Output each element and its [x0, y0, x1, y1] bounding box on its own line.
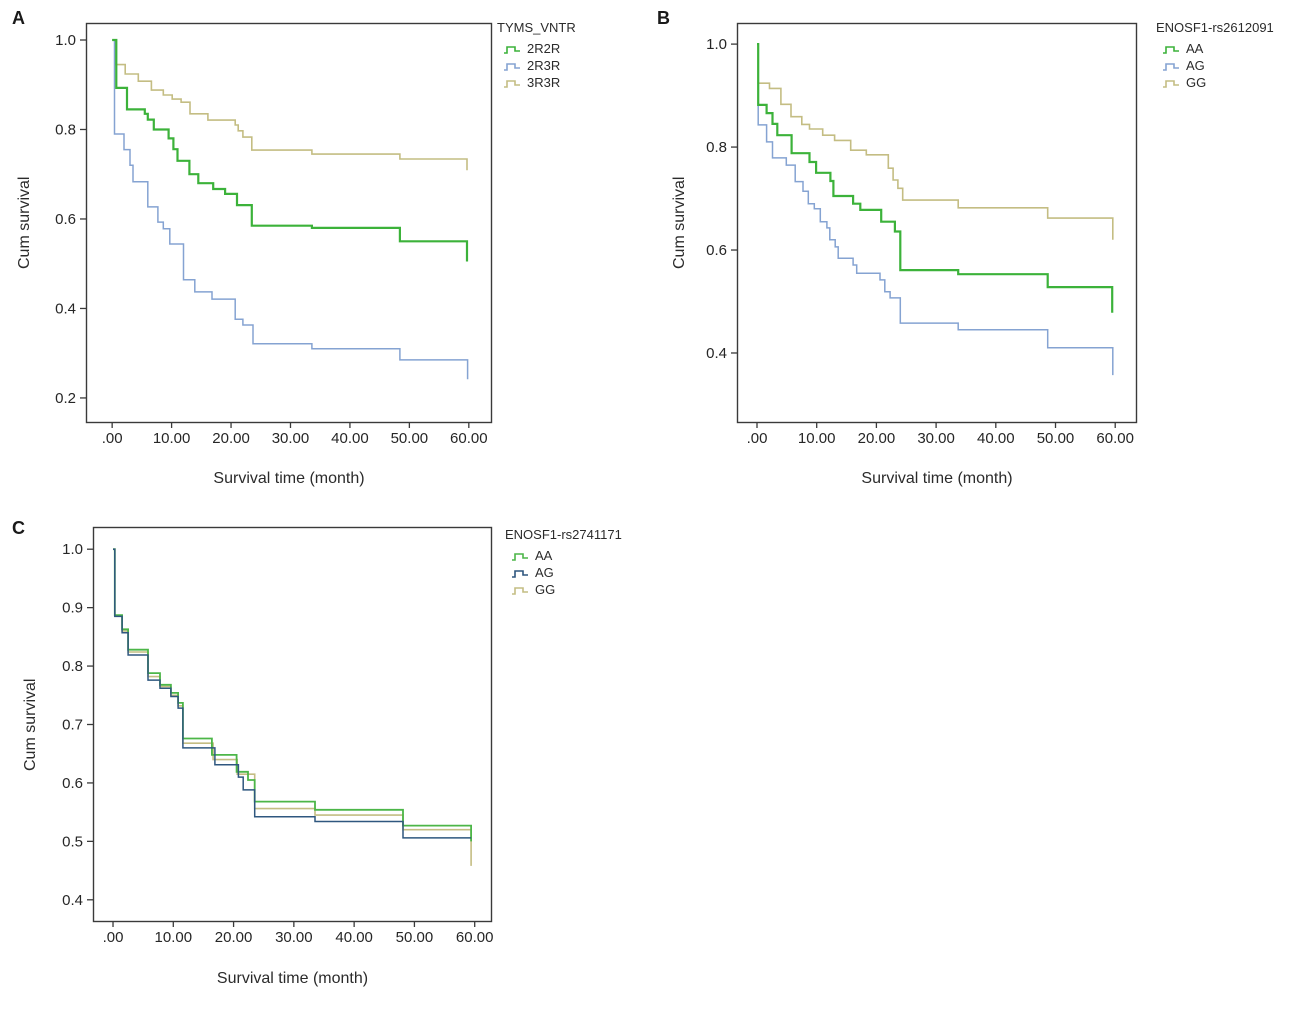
y-axis-label: Cum survival: [22, 678, 39, 772]
legend-title: TYMS_VNTR: [497, 20, 576, 35]
x-tick-label: 40.00: [335, 929, 373, 946]
x-tick-label: 30.00: [917, 430, 955, 447]
x-tick-label: 10.00: [798, 430, 836, 447]
x-tick-label: 40.00: [331, 430, 369, 447]
panel-c: C Cum survival .00 10.00 20.00 30.00 40.00 50…: [0, 505, 660, 1024]
x-tick-label: 10.00: [153, 430, 191, 447]
survival-plot-a: .00 10.00 20.00 30.00 40.00 50.00 60.00 1.0 0.8 0…: [55, 22, 493, 447]
legend-a: TYMS_VNTR 2R2R 2R3R 3R3R: [497, 20, 576, 91]
legend-item-label: AA: [535, 548, 553, 563]
y-tick-label: 0.8: [706, 139, 727, 156]
x-axis-label: Survival time (month): [213, 470, 365, 487]
survival-curve-GG: [757, 43, 1114, 240]
y-tick-label: 0.9: [62, 600, 83, 617]
legend-item: GG: [505, 581, 622, 598]
legend-item-label: GG: [1186, 75, 1207, 90]
x-tick-label: 30.00: [275, 929, 313, 946]
x-tick-label: 20.00: [212, 430, 250, 447]
y-tick-label: 0.4: [706, 345, 727, 362]
x-tick-label: .00: [102, 430, 123, 447]
y-tick-label: 0.5: [62, 833, 83, 850]
legend-item-label: AG: [535, 565, 554, 580]
survival-plot-b: .00 10.00 20.00 30.00 40.00 50.00 60.00 1.0 0.8 0…: [706, 22, 1138, 447]
x-tick-label: 60.00: [456, 929, 494, 946]
step-line-swatch-icon: [1163, 45, 1179, 54]
x-tick-label: 50.00: [396, 929, 434, 946]
y-axis-label: Cum survival: [671, 176, 688, 270]
x-tick-label: 40.00: [977, 430, 1015, 447]
step-line-swatch-icon: [1163, 62, 1179, 71]
legend-title: ENOSF1-rs2612091: [1156, 20, 1274, 35]
survival-curve-AA: [113, 548, 472, 842]
y-tick-label: 0.7: [62, 717, 83, 734]
y-tick-label: 0.6: [55, 211, 76, 228]
x-tick-label: 30.00: [272, 430, 310, 447]
legend-item: 2R2R: [497, 40, 576, 57]
panel-b: B Cum survival .00 10.00 20.00 30.00 40.00 50…: [651, 0, 1315, 505]
panel-label-a: A: [12, 8, 25, 28]
legend-item-label: 2R3R: [527, 58, 561, 73]
y-tick-label: 1.0: [55, 32, 76, 49]
x-tick-label: 20.00: [858, 430, 896, 447]
survival-curve-AG: [757, 43, 1114, 376]
survival-curve-AG: [113, 548, 472, 839]
legend-item-label: GG: [535, 582, 556, 597]
step-line-swatch-icon: [1163, 79, 1179, 88]
legend-item: 3R3R: [497, 74, 576, 91]
legend-item: GG: [1156, 74, 1274, 91]
survival-curve-AA: [757, 43, 1114, 313]
x-tick-label: .00: [747, 430, 768, 447]
y-tick-label: 0.6: [62, 775, 83, 792]
x-tick-label: 50.00: [1037, 430, 1075, 447]
legend-item: AG: [505, 564, 622, 581]
y-axis-label: Cum survival: [16, 176, 33, 270]
legend-item-label: AA: [1186, 41, 1204, 56]
y-tick-label: 0.6: [706, 242, 727, 259]
legend-item-label: 3R3R: [527, 75, 561, 90]
step-line-swatch-icon: [504, 62, 520, 71]
legend-c: ENOSF1-rs2741171 AA AG GG: [505, 527, 622, 598]
y-tick-label: 1.0: [706, 36, 727, 53]
legend-b: ENOSF1-rs2612091 AA AG GG: [1156, 20, 1274, 91]
x-axis-label: Survival time (month): [216, 970, 369, 987]
x-tick-label: 60.00: [450, 430, 488, 447]
step-line-swatch-icon: [512, 552, 528, 561]
x-tick-label: 50.00: [391, 430, 429, 447]
step-line-swatch-icon: [504, 45, 520, 54]
legend-item-label: AG: [1186, 58, 1205, 73]
step-line-swatch-icon: [504, 79, 520, 88]
y-tick-label: 0.8: [62, 658, 83, 675]
legend-item: AA: [1156, 40, 1274, 57]
legend-item: AA: [505, 547, 622, 564]
y-tick-label: 0.8: [55, 121, 76, 138]
step-line-swatch-icon: [512, 586, 528, 595]
survival-curve-3R3R: [112, 39, 468, 171]
plot-frame: [92, 526, 493, 923]
panel-a: A Cum survival .00 10.00 20.00 30.00 40.00 50…: [0, 0, 660, 505]
y-tick-label: 1.0: [62, 541, 83, 558]
legend-item: 2R3R: [497, 57, 576, 74]
survival-curve-2R2R: [112, 38, 469, 262]
x-tick-label: 60.00: [1096, 430, 1134, 447]
y-tick-label: 0.4: [62, 892, 83, 909]
plot-frame: [736, 22, 1138, 424]
y-tick-label: 0.2: [55, 390, 76, 407]
x-axis-label: Survival time (month): [861, 470, 1013, 487]
y-tick-label: 0.4: [55, 300, 76, 317]
x-tick-label: 10.00: [155, 929, 193, 946]
x-tick-label: .00: [103, 929, 124, 946]
survival-curve-2R3R: [112, 39, 469, 380]
step-line-swatch-icon: [512, 569, 528, 578]
legend-item: AG: [1156, 57, 1274, 74]
panel-label-b: B: [657, 8, 670, 28]
plot-frame: [85, 22, 493, 424]
survival-plot-c: .00 10.00 20.00 30.00 40.00 50.00 60.00 1.0 0.9 0…: [62, 526, 493, 946]
panel-label-c: C: [12, 518, 25, 538]
survival-curve-GG: [113, 548, 472, 866]
legend-title: ENOSF1-rs2741171: [505, 527, 622, 542]
x-tick-label: 20.00: [215, 929, 253, 946]
legend-item-label: 2R2R: [527, 41, 561, 56]
